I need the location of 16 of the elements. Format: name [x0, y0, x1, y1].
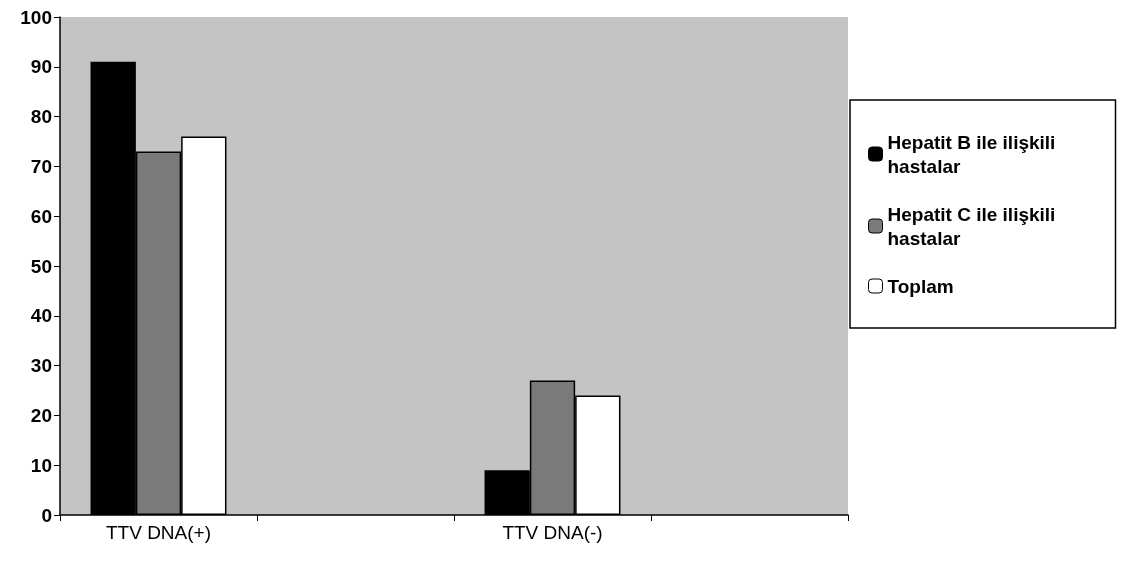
y-tick-label: 100: [20, 6, 52, 28]
y-tick-label: 90: [30, 56, 52, 78]
y-tick-label: 80: [30, 106, 52, 128]
y-tick-label: 50: [30, 255, 52, 277]
legend-label: Toplam: [887, 275, 954, 297]
y-tick-label: 60: [30, 205, 52, 227]
y-tick-label: 40: [30, 305, 52, 327]
y-tick-label: 20: [30, 404, 52, 426]
legend-label: Hepatit C ile ilişkili hastalar: [887, 203, 1061, 249]
legend-label: Hepatit B ile ilişkili hastalar: [887, 131, 1061, 177]
x-tick-label: TTV DNA(-): [502, 522, 603, 543]
y-tick-label: 70: [30, 155, 52, 177]
x-tick-label: TTV DNA(+): [105, 522, 212, 543]
y-tick-label: 0: [41, 504, 52, 526]
y-tick-label: 10: [30, 454, 52, 476]
y-tick-label: 30: [30, 355, 52, 377]
